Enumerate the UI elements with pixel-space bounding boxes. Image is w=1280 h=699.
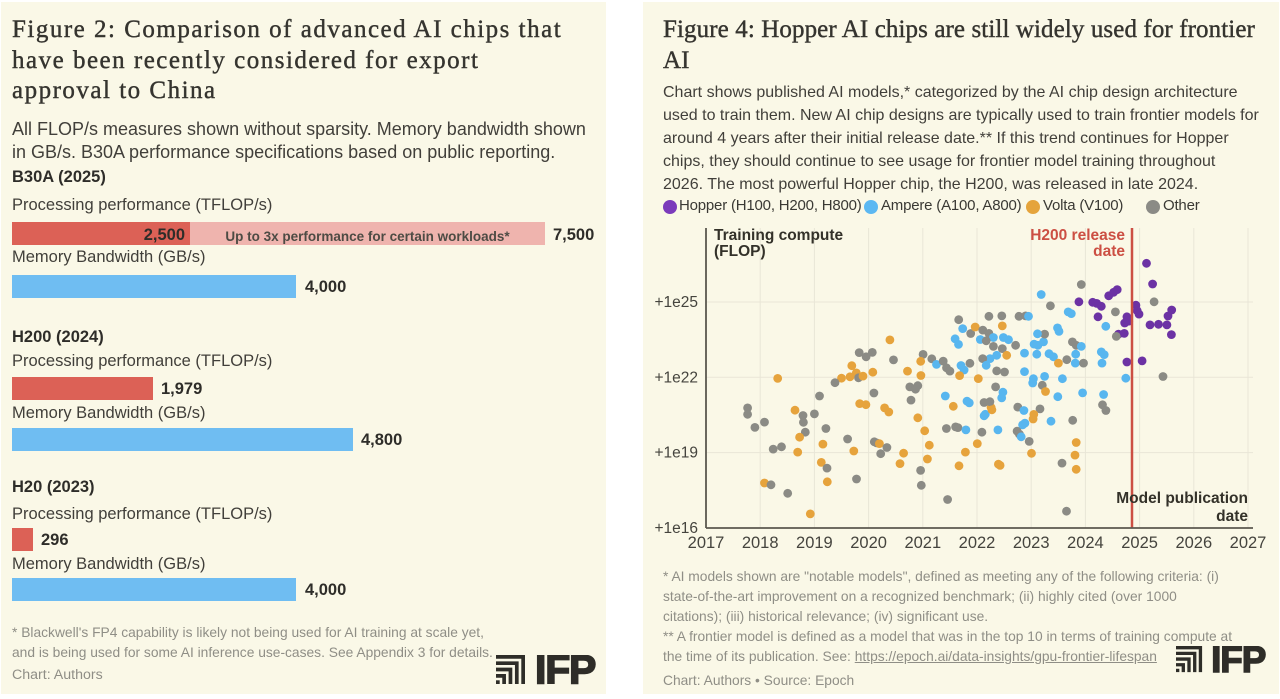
svg-text:2018: 2018 xyxy=(742,534,779,552)
svg-text:+1e19: +1e19 xyxy=(654,445,698,462)
svg-text:2025: 2025 xyxy=(1121,534,1158,552)
svg-text:2017: 2017 xyxy=(688,534,725,552)
svg-text:2027: 2027 xyxy=(1230,534,1267,552)
svg-text:date: date xyxy=(1216,508,1248,525)
svg-text:Training compute: Training compute xyxy=(714,227,844,244)
svg-text:date: date xyxy=(1093,243,1125,260)
svg-text:+1e25: +1e25 xyxy=(654,294,698,311)
svg-text:H200 release: H200 release xyxy=(1030,227,1125,244)
svg-text:2021: 2021 xyxy=(904,534,941,552)
svg-text:2026: 2026 xyxy=(1175,534,1212,552)
svg-text:2022: 2022 xyxy=(959,534,996,552)
svg-text:IFP: IFP xyxy=(1211,646,1266,673)
svg-text:Model publication: Model publication xyxy=(1116,490,1248,507)
svg-text:IFP: IFP xyxy=(535,655,595,685)
svg-text:2023: 2023 xyxy=(1013,534,1050,552)
svg-text:2024: 2024 xyxy=(1067,534,1104,552)
svg-text:2019: 2019 xyxy=(796,534,833,552)
svg-text:+1e16: +1e16 xyxy=(654,520,698,537)
svg-text:2020: 2020 xyxy=(850,534,887,552)
svg-text:(FLOP): (FLOP) xyxy=(714,243,766,260)
svg-text:+1e22: +1e22 xyxy=(654,369,698,386)
